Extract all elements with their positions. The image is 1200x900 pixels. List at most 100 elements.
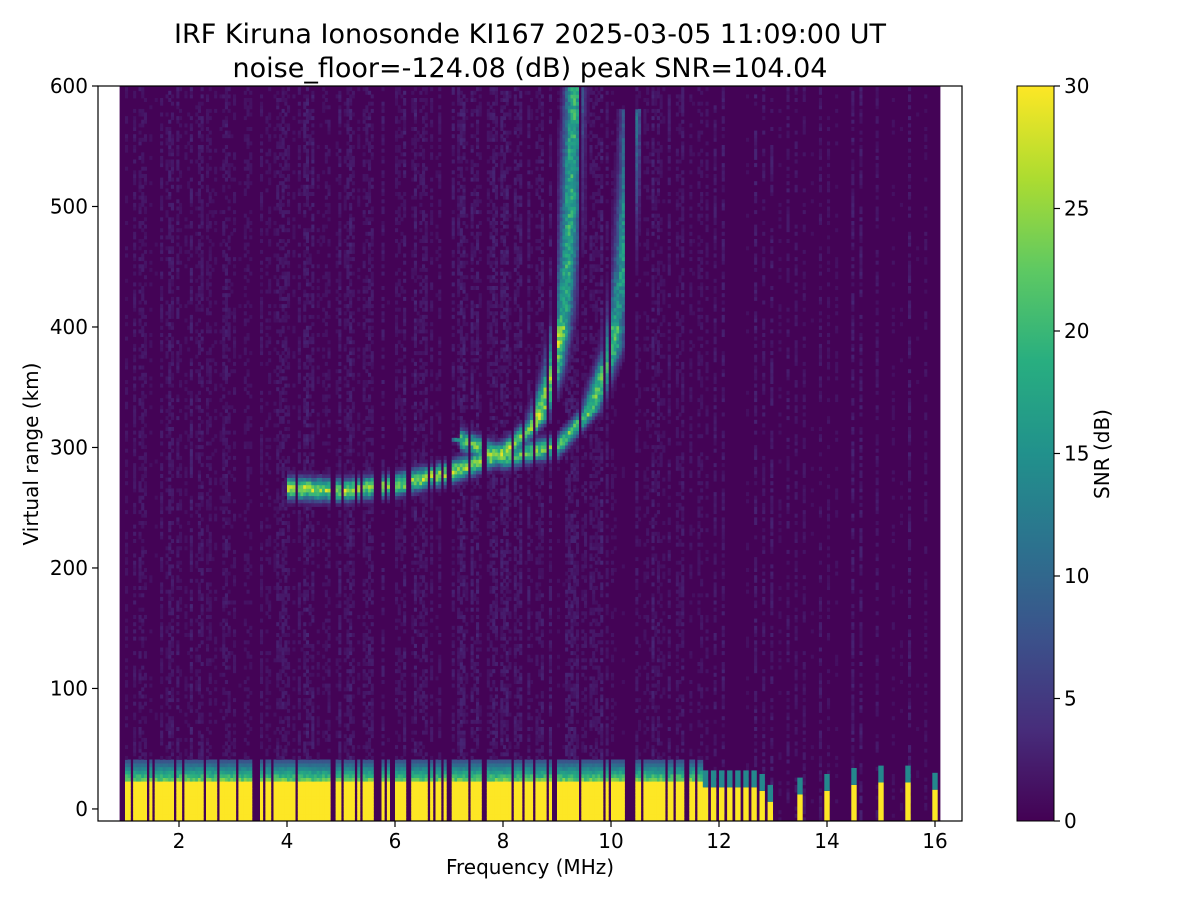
heatmap-cell [276,784,280,789]
heatmap-cell [219,763,223,768]
heatmap-cell [278,206,282,211]
heatmap-cell [260,586,264,590]
heatmap-cell [284,383,288,388]
heatmap-cell [224,474,228,478]
heatmap-cell [260,282,264,287]
heatmap-cell [327,553,331,558]
heatmap-cell [224,452,228,457]
heatmap-cell [305,701,309,706]
heatmap-cell [206,568,210,572]
heatmap-cell [238,781,242,786]
heatmap-cell [165,759,169,764]
heatmap-cell [281,484,285,489]
heatmap-cell [149,792,153,797]
heatmap-cell [224,571,228,576]
heatmap-cell [162,799,166,804]
heatmap-cell [276,477,280,482]
heatmap-cell [195,329,199,334]
heatmap-cell [246,723,250,728]
heatmap-cell [230,763,234,768]
heatmap-cell [276,448,280,453]
heatmap-cell [219,817,223,821]
heatmap-cell [246,278,250,283]
heatmap-cell [133,387,137,392]
heatmap-cell [316,423,320,428]
heatmap-cell [287,271,291,276]
heatmap-cell [222,774,226,778]
heatmap-cell [311,737,315,742]
heatmap-cell [149,698,153,703]
heatmap-cell [241,781,245,786]
heatmap-cell [200,770,204,775]
heatmap-cell [284,549,288,554]
heatmap-cell [176,448,180,453]
heatmap-cell [189,463,193,468]
heatmap-cell [324,98,328,102]
heatmap-cell [154,766,158,771]
heatmap-cell [284,492,288,497]
heatmap-cell [208,351,212,356]
heatmap-cell [197,351,201,356]
heatmap-cell [197,741,201,746]
heatmap-cell [176,737,180,742]
heatmap-cell [224,314,228,319]
heatmap-cell [195,430,199,435]
heatmap-cell [211,795,215,800]
heatmap-cell [165,698,169,703]
heatmap-cell [268,289,272,294]
heatmap-cell [297,600,301,605]
heatmap-cell [311,235,315,240]
heatmap-cell [227,777,231,782]
heatmap-cell [200,430,204,435]
heatmap-cell [184,412,188,417]
heatmap-cell [224,618,228,623]
heatmap-cell [160,202,164,207]
heatmap-cell [206,770,210,775]
heatmap-cell [284,748,288,753]
heatmap-cell [300,488,304,493]
heatmap-cell [292,231,296,236]
heatmap-cell [324,687,328,692]
heatmap-cell [260,676,264,681]
heatmap-cell [284,354,288,359]
heatmap-cell [160,669,164,674]
heatmap-cell [281,799,285,804]
heatmap-cell [230,311,234,316]
heatmap-cell [316,427,320,431]
heatmap-cell [211,199,215,204]
heatmap-cell [311,333,315,337]
heatmap-cell [327,354,331,359]
heatmap-cell [284,792,288,797]
heatmap-cell [305,148,309,153]
heatmap-cell [292,687,296,692]
heatmap-cell [219,788,223,793]
heatmap-cell [125,745,129,750]
heatmap-cell [297,813,301,818]
heatmap-cell [200,134,204,139]
heatmap-cell [305,752,309,757]
heatmap-cell [278,636,282,641]
heatmap-cell [322,333,326,337]
heatmap-cell [227,546,231,551]
heatmap-cell [160,625,164,630]
heatmap-cell [297,361,301,366]
heatmap-cell [308,506,312,511]
heatmap-cell [160,275,164,280]
heatmap-cell [214,766,218,771]
heatmap-cell [165,416,169,421]
heatmap-cell [246,806,250,811]
heatmap-cell [243,98,247,102]
heatmap-cell [273,802,277,807]
heatmap-cell [249,774,253,778]
heatmap-cell [227,184,231,189]
heatmap-cell [176,455,180,460]
heatmap-cell [208,376,212,381]
heatmap-cell [260,351,264,356]
heatmap-cell [278,137,282,142]
heatmap-cell [168,257,172,262]
heatmap-cell [170,586,174,590]
heatmap-cell [265,119,269,124]
heatmap-cell [168,640,172,645]
heatmap-cell [208,553,212,558]
heatmap-cell [327,376,331,381]
